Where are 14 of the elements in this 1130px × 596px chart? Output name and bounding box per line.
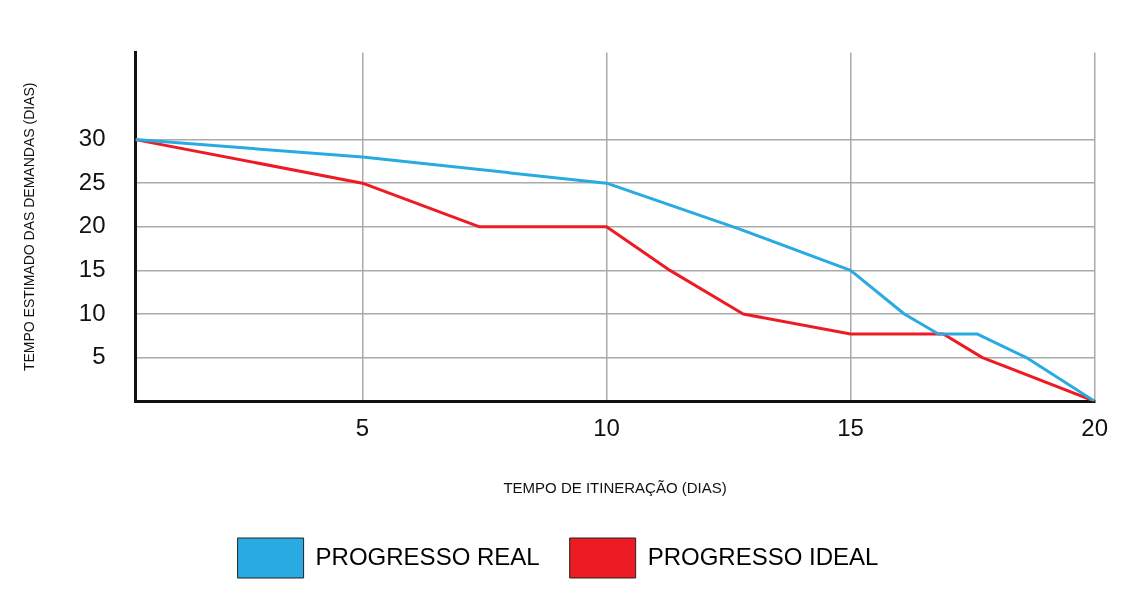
legend-label: PROGRESSO REAL xyxy=(315,542,540,570)
x-tick-label: 20 xyxy=(1081,414,1108,442)
y-tick-label: 15 xyxy=(78,255,106,283)
x-tick-label: 5 xyxy=(355,414,370,442)
y-axis-title: TEMPO ESTIMADO DAS DEMANDAS (DIAS) xyxy=(21,82,38,372)
x-axis-title: TEMPO DE ITINERAÇÃO (DIAS) xyxy=(503,479,727,497)
y-tick-label: 20 xyxy=(78,211,106,239)
x-tick-label: 15 xyxy=(837,414,864,442)
y-tick-label: 25 xyxy=(78,167,106,195)
y-tick-label: 10 xyxy=(78,298,106,326)
y-tick-label: 5 xyxy=(92,342,106,370)
legend-label: PROGRESSO IDEAL xyxy=(647,542,879,570)
x-tick-label: 10 xyxy=(593,414,620,442)
y-tick-label: 30 xyxy=(78,124,106,152)
